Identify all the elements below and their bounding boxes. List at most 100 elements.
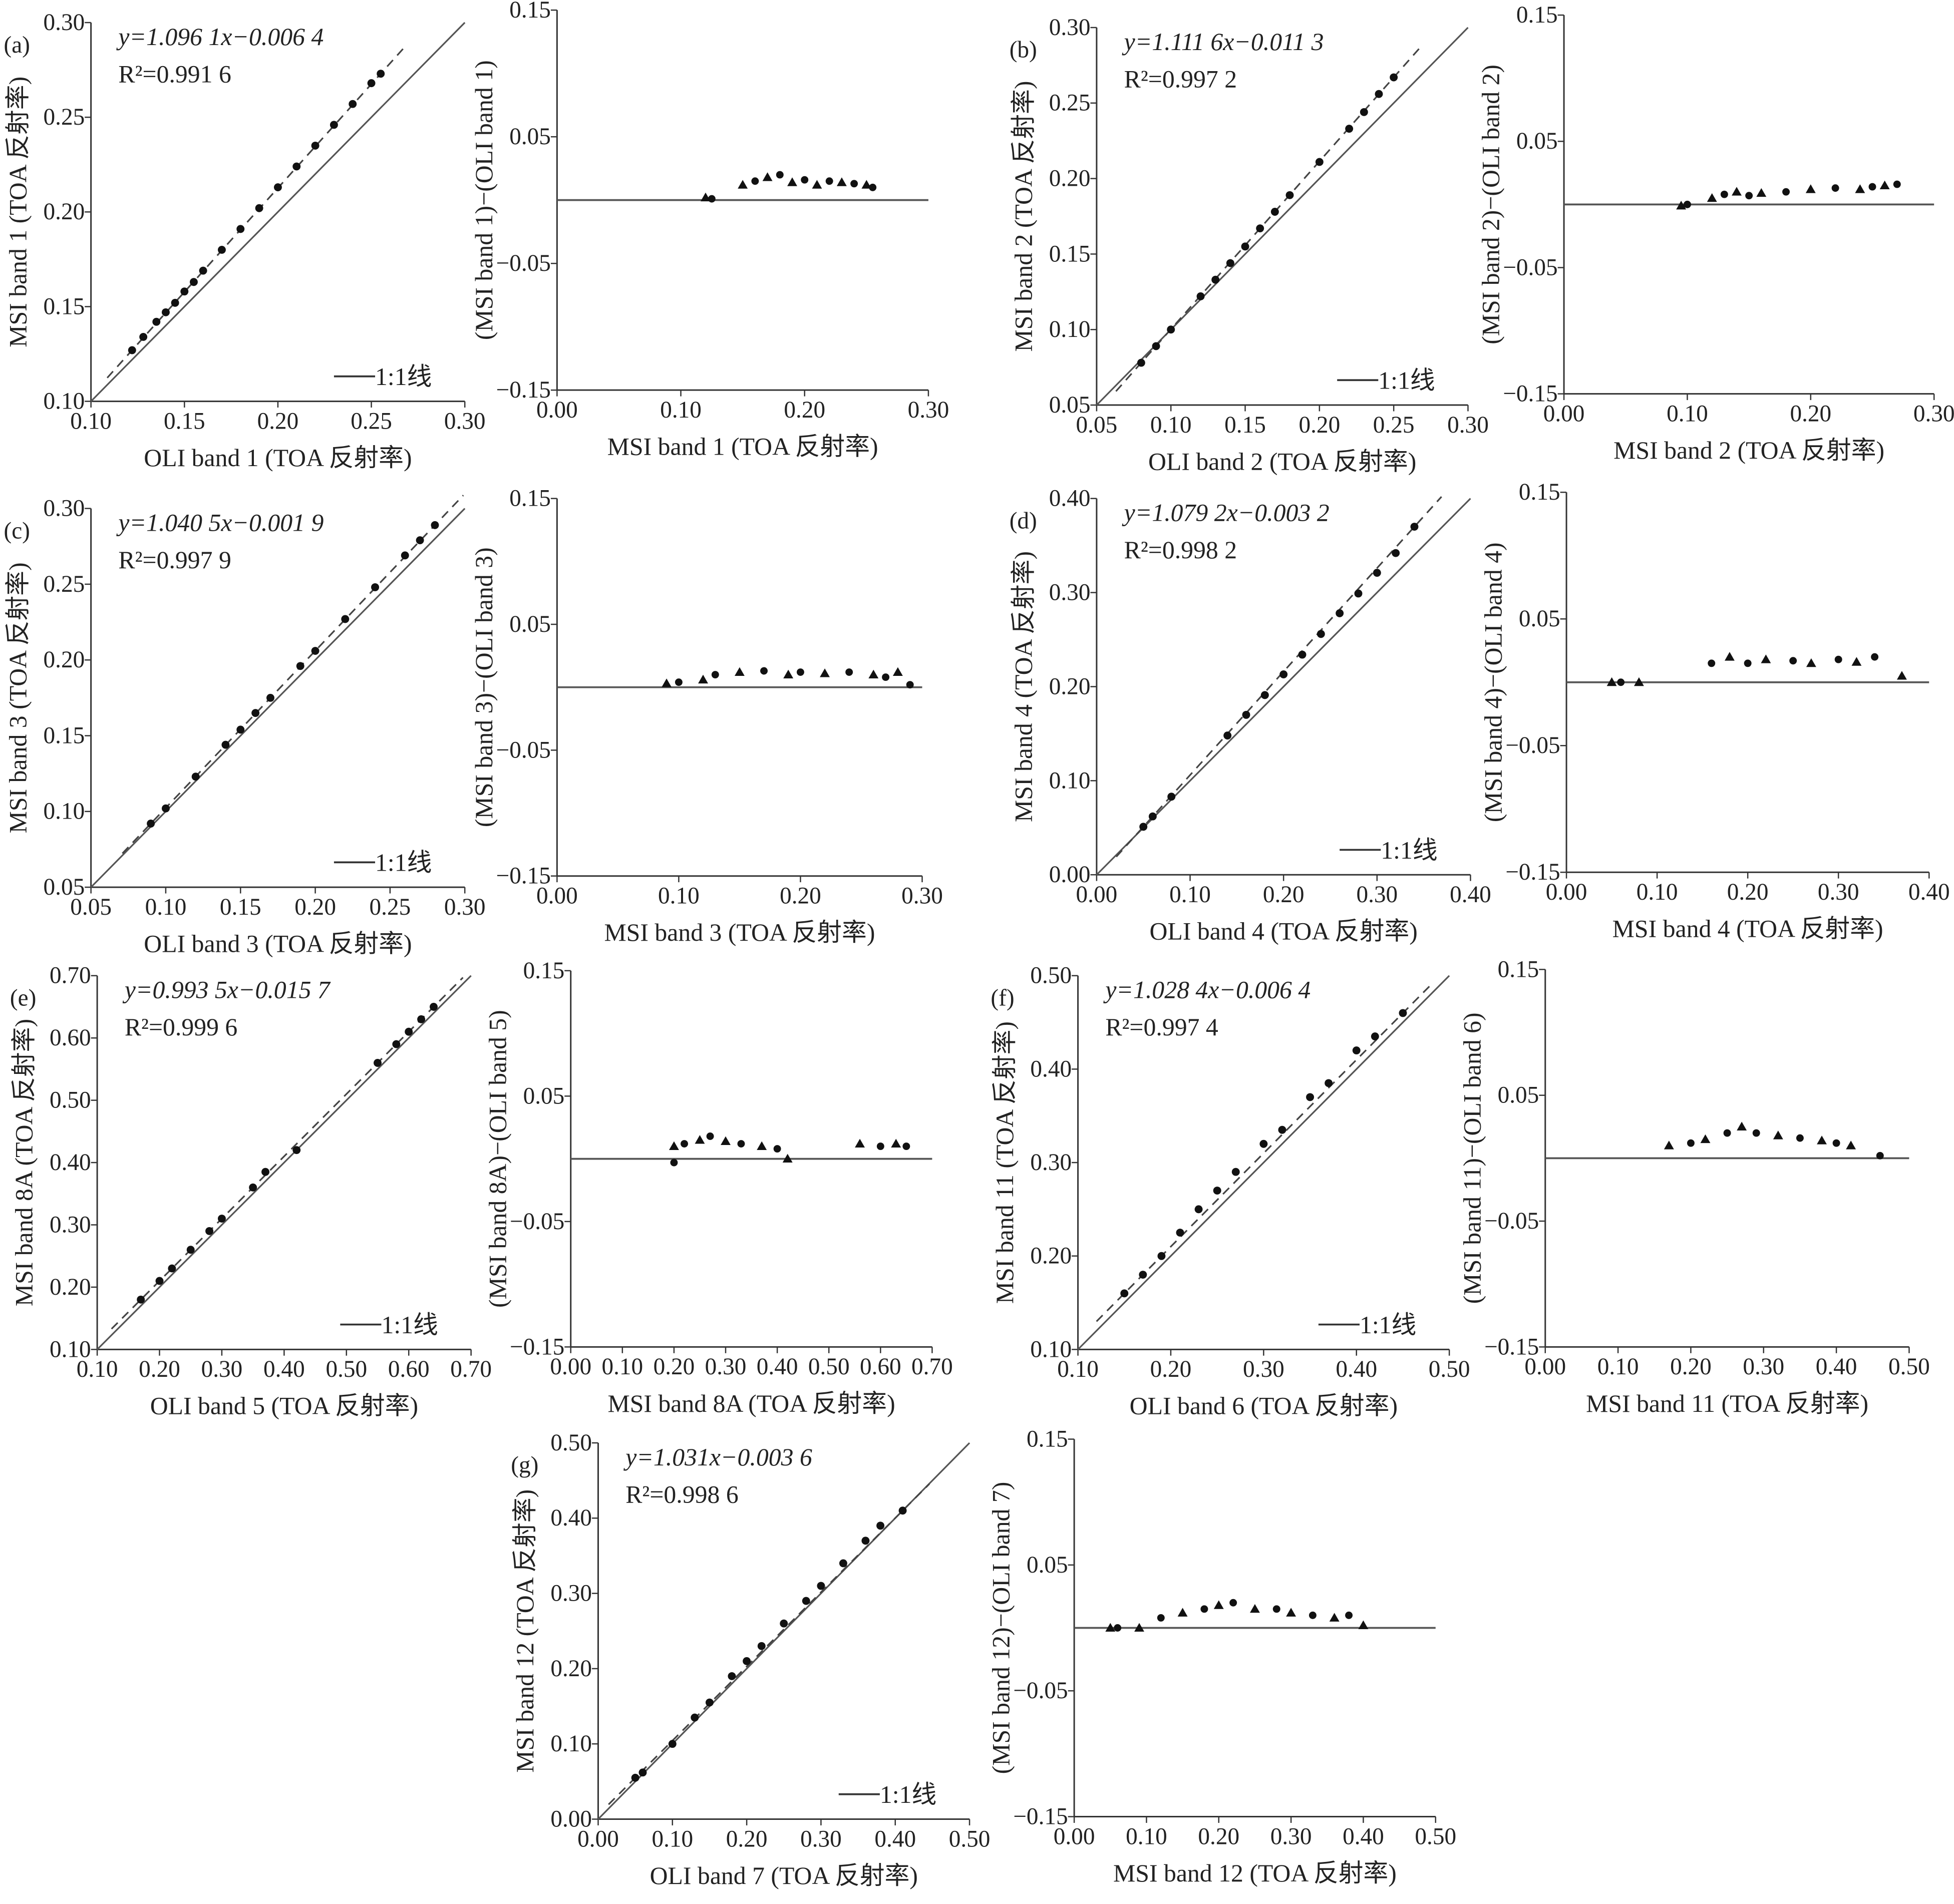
x-axis-label: MSI band 12 (TOA 反射率)	[1113, 1859, 1397, 1887]
data-point	[221, 740, 230, 749]
data-point	[861, 1537, 870, 1545]
residual-point	[1700, 1134, 1711, 1144]
x-tick-label: 0.10	[601, 1354, 643, 1380]
data-point	[236, 225, 245, 233]
y-tick-label: −0.05	[496, 737, 551, 763]
residual-point	[825, 177, 833, 185]
residual-point	[1871, 653, 1879, 661]
one-to-one-line	[96, 975, 472, 1350]
residual-point	[1724, 652, 1735, 661]
panel-label: (c)	[4, 518, 30, 544]
data-point	[728, 1672, 736, 1680]
residual-point	[850, 180, 858, 188]
data-point	[691, 1713, 699, 1722]
residual-point	[1752, 1129, 1760, 1137]
residual-point	[669, 1141, 679, 1151]
x-axis-label: OLI band 5 (TOA 反射率)	[150, 1392, 418, 1420]
residual-point	[734, 667, 745, 676]
data-point	[155, 1277, 164, 1285]
x-tick-label: 0.70	[911, 1354, 953, 1380]
data-point	[1157, 1252, 1166, 1260]
y-tick-label: 0.30	[1030, 1150, 1072, 1176]
residual-point	[1634, 677, 1644, 686]
residual-point	[1229, 1599, 1237, 1607]
y-tick-label: 0.00	[550, 1806, 592, 1832]
regression-equation: y=1.111 6x−0.011 3	[1122, 28, 1324, 56]
y-tick-label: 0.05	[1498, 1082, 1539, 1108]
legend-label: 1:1线	[1381, 837, 1437, 864]
x-axis-label: MSI band 3 (TOA 反射率)	[604, 919, 875, 946]
data-point	[668, 1740, 677, 1748]
y-tick-label: 0.15	[509, 486, 551, 512]
x-tick-label: 0.30	[1913, 401, 1954, 427]
residual-point	[1134, 1623, 1144, 1632]
data-point	[1410, 523, 1419, 531]
data-point	[137, 1295, 145, 1304]
y-axis-label: MSI band 11 (TOA 反射率)	[991, 1021, 1019, 1304]
data-point	[1317, 630, 1325, 638]
residual-point	[1707, 193, 1717, 202]
y-axis-label: (MSI band 2)−(OLI band 2)	[1477, 65, 1505, 344]
x-tick-label: 0.00	[1524, 1354, 1566, 1380]
panel-residual-f: 0.00 0.10 0.20 0.30 0.40 0.50 −0.15 −0.05 0.05 0.…	[1458, 956, 1929, 1417]
data-point	[1231, 1168, 1240, 1176]
data-point	[249, 1183, 257, 1192]
y-tick-label: 0.40	[50, 1150, 91, 1176]
residual-point	[1756, 188, 1767, 197]
residual-point	[845, 668, 853, 676]
data-point	[1360, 108, 1368, 116]
x-tick-label: 0.10	[1126, 1823, 1167, 1849]
residual-point	[1855, 184, 1865, 193]
y-tick-label: 0.15	[1027, 1426, 1068, 1452]
data-point	[876, 1521, 885, 1530]
residual-point	[1200, 1605, 1208, 1613]
residual-point	[1737, 1121, 1747, 1130]
residual-point	[1773, 1130, 1783, 1139]
residual-point	[1720, 190, 1728, 198]
residual-point	[1676, 200, 1687, 210]
data-point	[898, 1506, 907, 1515]
data-point	[1375, 90, 1383, 98]
y-tick-label: 0.30	[1049, 15, 1091, 41]
residual-point	[1723, 1129, 1731, 1137]
x-tick-label: 0.60	[860, 1354, 901, 1380]
residual-point	[1834, 655, 1842, 663]
data-point	[405, 1027, 413, 1036]
residual-point	[738, 180, 748, 189]
y-tick-label: 0.50	[550, 1430, 592, 1456]
data-point	[180, 287, 189, 296]
residual-point	[906, 681, 914, 689]
panel-label: (f)	[991, 985, 1014, 1011]
y-tick-label: 0.05	[44, 874, 85, 900]
x-tick-label: 0.40	[1908, 879, 1950, 905]
y-tick-label: −0.05	[1503, 254, 1557, 280]
panel-residual-e: 0.00 0.10 0.20 0.30 0.40 0.50 0.60 0.70 −0.15 −0.…	[484, 958, 952, 1417]
x-tick-label: 0.50	[1415, 1823, 1456, 1849]
y-tick-label: 0.30	[1049, 579, 1091, 605]
data-point	[1241, 242, 1249, 251]
y-tick-label: 0.15	[1498, 956, 1539, 982]
y-tick-label: 0.25	[1049, 90, 1091, 116]
x-tick-label: 0.20	[294, 894, 336, 920]
panel-(f): 0.10 0.20 0.30 0.40 0.50 0.10 0.20 0.30 0.40 0.50…	[991, 963, 1470, 1420]
data-point	[311, 647, 319, 655]
y-axis-label: MSI band 2 (TOA 反射率)	[1010, 81, 1037, 352]
one-to-one-line	[90, 22, 466, 402]
data-point	[292, 1146, 301, 1155]
data-point	[638, 1768, 647, 1777]
data-point	[1278, 1125, 1286, 1134]
x-tick-label: 0.10	[1597, 1354, 1639, 1380]
x-tick-label: 0.30	[1270, 1823, 1312, 1849]
y-axis-label: MSI band 8A (TOA 反射率)	[11, 1019, 38, 1306]
regression-equation: y=1.028 4x−0.006 4	[1103, 976, 1311, 1004]
data-point	[162, 804, 170, 813]
x-tick-label: 0.20	[139, 1356, 180, 1382]
r-squared: R²=0.998 2	[1124, 536, 1237, 564]
residual-point	[1817, 1135, 1827, 1145]
y-tick-label: −0.15	[1503, 381, 1557, 407]
residual-point	[721, 1136, 731, 1145]
r-squared: R²=0.991 6	[118, 61, 231, 88]
panel-label: (b)	[1010, 37, 1037, 63]
y-tick-label: 0.15	[44, 722, 85, 748]
residual-point	[1249, 1604, 1260, 1613]
